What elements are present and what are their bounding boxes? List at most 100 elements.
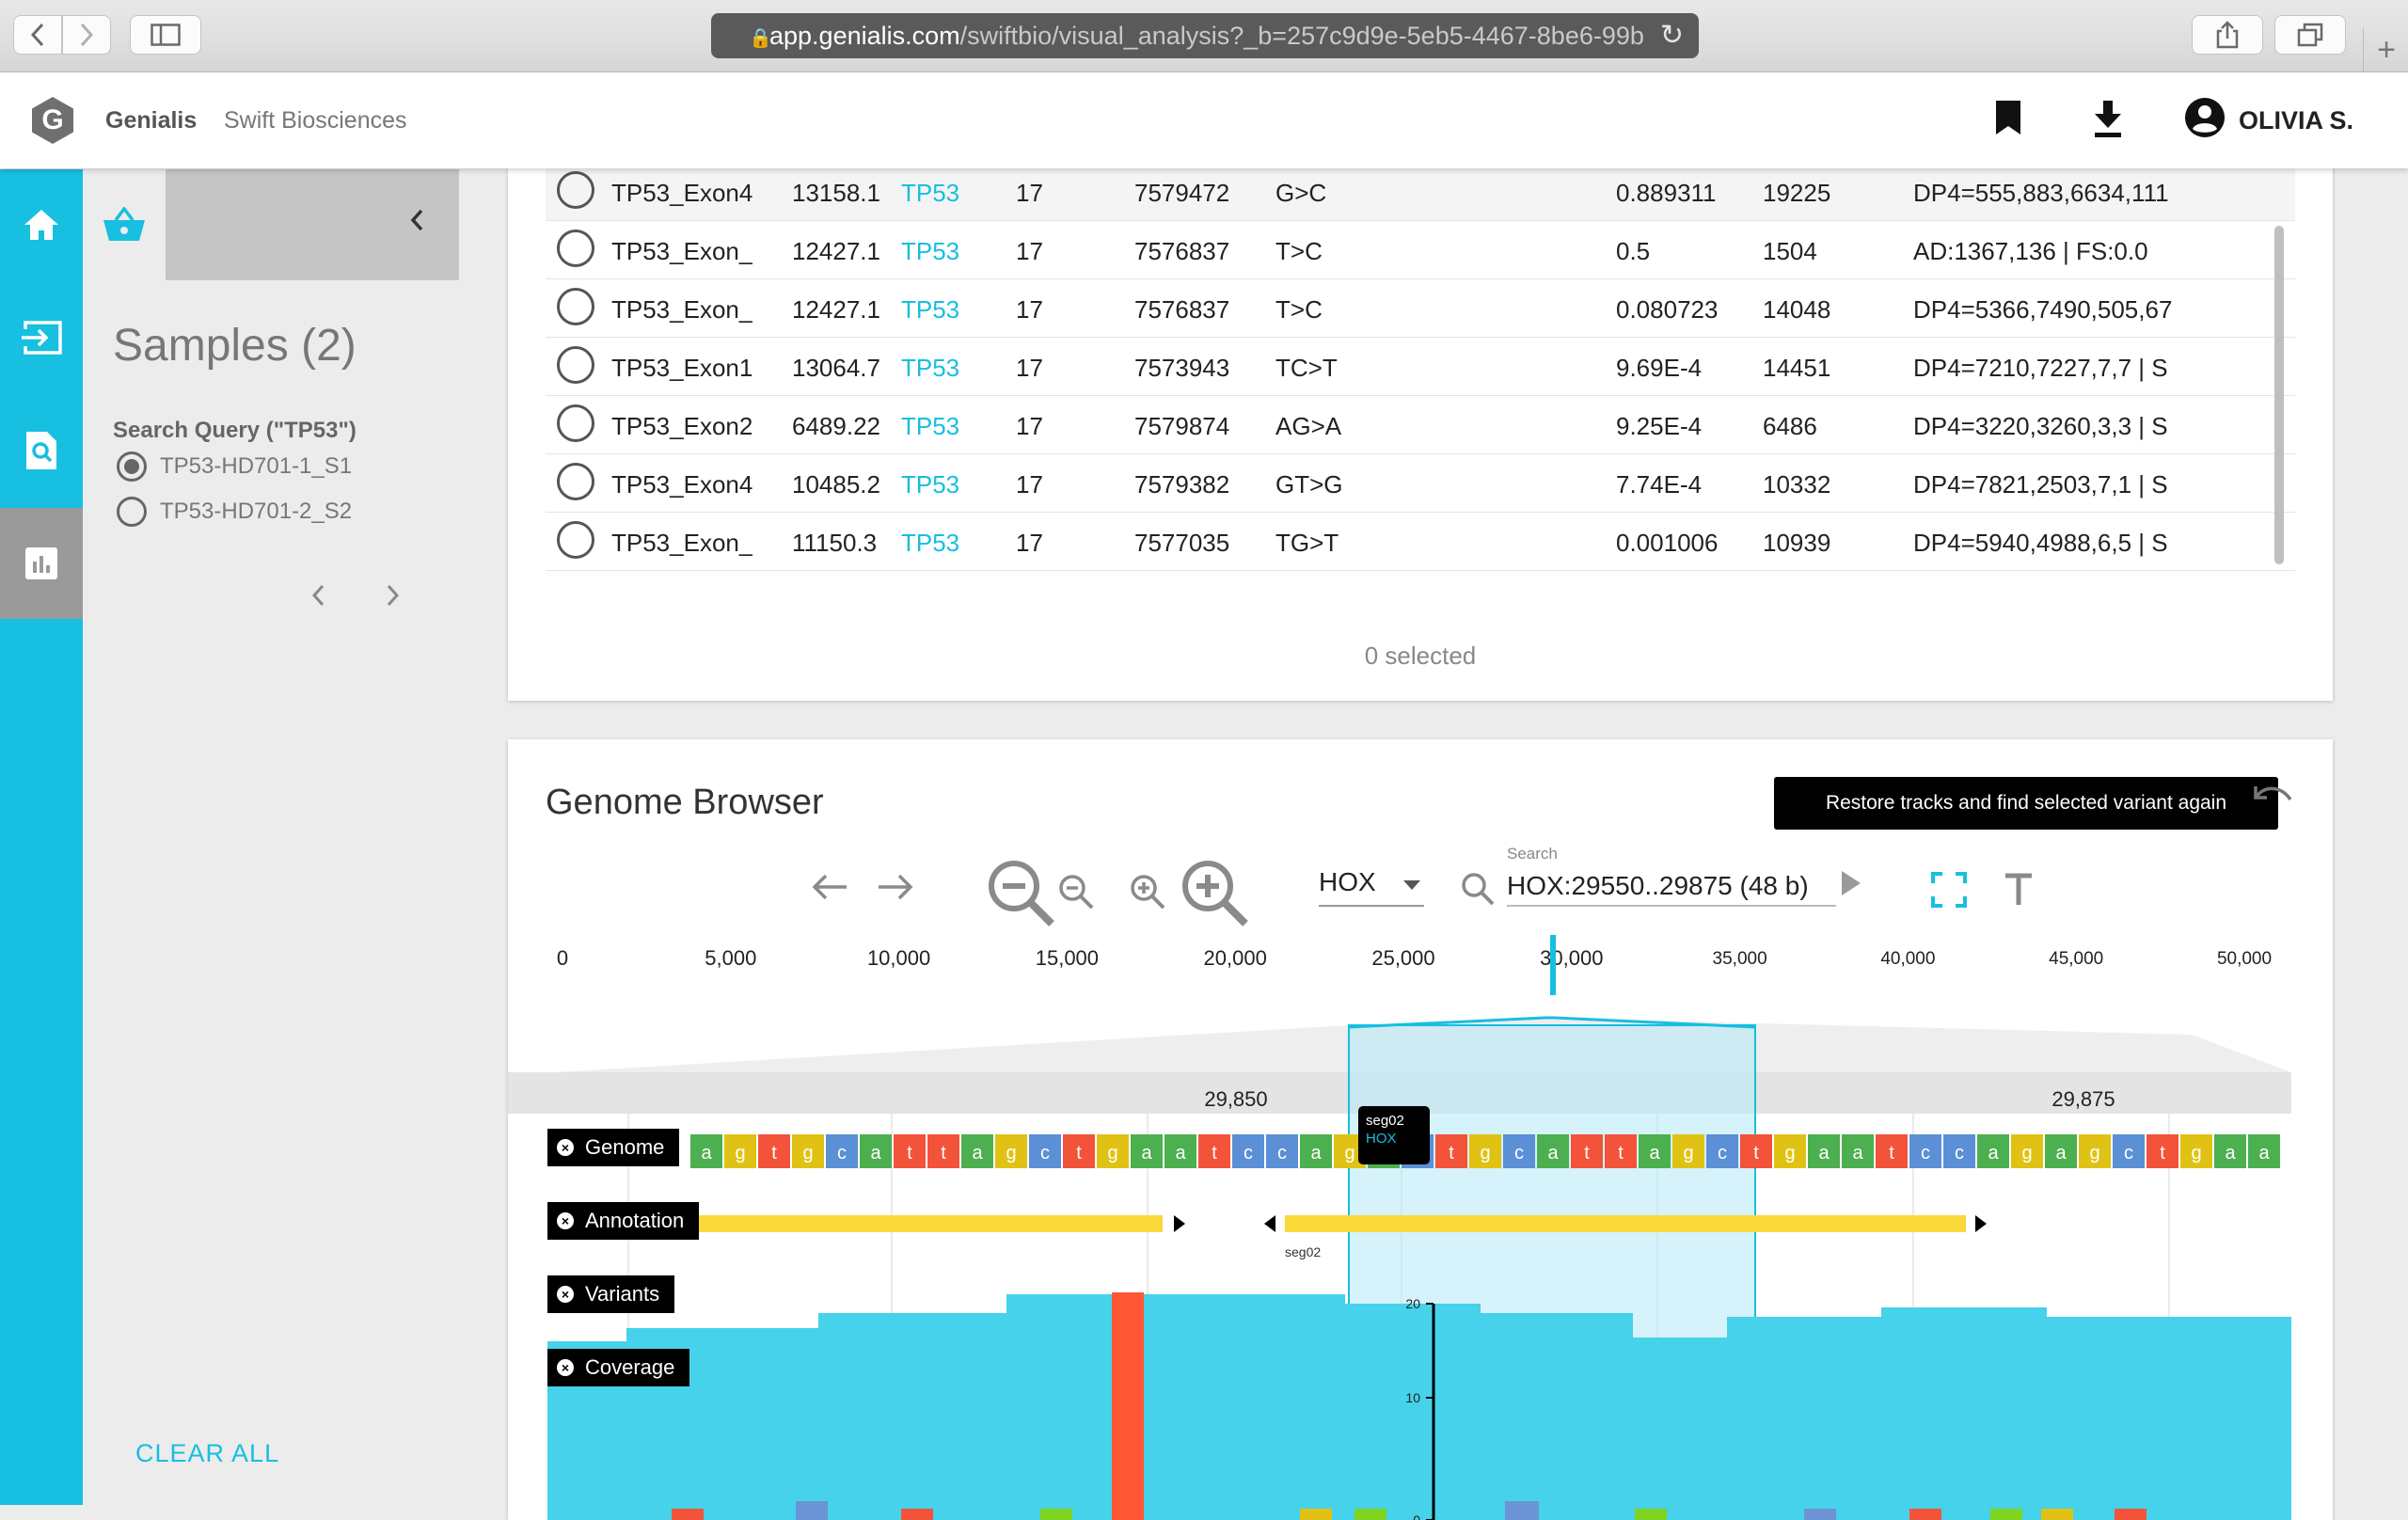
cell-gene[interactable]: TP53 — [901, 529, 960, 557]
sidebar-toggle-button[interactable] — [130, 15, 201, 55]
text-size-icon[interactable] — [2004, 873, 2034, 911]
variant-select-radio[interactable] — [557, 171, 594, 209]
fullscreen-icon[interactable] — [1930, 871, 1968, 913]
cell-info: AD:1367,136 | FS:0.0 — [1913, 237, 2148, 265]
variant-row[interactable]: TP53_Exon10B 13064.7 TP53 17 7573943 TC>T 9.69… — [546, 337, 2295, 396]
variant-select-radio[interactable] — [557, 288, 594, 325]
variant-select-radio[interactable] — [557, 404, 594, 442]
collapse-sidebar-button[interactable] — [408, 205, 425, 242]
variant-select-radio[interactable] — [557, 346, 594, 384]
locus-search-input[interactable]: HOX:29550..29875 (48 b) — [1507, 865, 1836, 907]
zoom-in-small-icon[interactable] — [1129, 873, 1166, 915]
track-label-genome[interactable]: × Genome — [547, 1129, 680, 1166]
search-query-label: Search Query ("TP53") — [113, 418, 356, 443]
cell-af: 9.25E-4 — [1616, 412, 1703, 440]
cell-chr: 17 — [1016, 470, 1043, 499]
cell-gene[interactable]: TP53 — [901, 354, 960, 382]
close-icon[interactable]: × — [557, 1286, 574, 1303]
url-bar[interactable]: 🔒 app.genialis.com/swiftbio/visual_analy… — [711, 13, 1699, 58]
prev-page-button[interactable] — [310, 579, 325, 616]
genialis-logo[interactable]: G — [32, 97, 73, 144]
nav-search[interactable] — [0, 408, 83, 493]
cell-gene[interactable]: TP53 — [901, 295, 960, 324]
sequence-base-letter: c — [1718, 1143, 1727, 1164]
variant-select-radio[interactable] — [557, 521, 594, 559]
track-label-coverage[interactable]: × Coverage — [547, 1349, 690, 1386]
cell-chr: 17 — [1016, 412, 1043, 440]
brand-name[interactable]: Genialis — [105, 107, 198, 134]
sequence-base-letter: t — [1889, 1143, 1894, 1164]
organization-name[interactable]: Swift Biosciences — [224, 107, 407, 134]
sequence-base — [1435, 1134, 1467, 1168]
next-page-button[interactable] — [386, 579, 401, 616]
variant-row[interactable]: TP53_Exon_9a_B 12427.1 TP53 17 7576837 T>C 0.0… — [546, 278, 2295, 338]
cell-change: G>C — [1275, 179, 1327, 207]
sample-item-2[interactable]: TP53-HD701-2_S2 — [117, 497, 352, 527]
sample-radio[interactable] — [117, 451, 147, 482]
nav-visual-analysis[interactable] — [0, 508, 83, 619]
sidebar-header — [166, 169, 459, 280]
sequence-base — [1943, 1134, 1975, 1168]
annotation-feature — [668, 1215, 1163, 1232]
variant-select-radio[interactable] — [557, 230, 594, 267]
sample-radio[interactable] — [117, 497, 147, 527]
pan-left-icon[interactable] — [811, 873, 848, 906]
chevron-left-icon — [311, 584, 325, 607]
cell-amplicon: TP53_Exon_9a_B — [611, 237, 752, 265]
coverage-mismatch-marker — [1635, 1509, 1667, 1520]
variant-row[interactable]: TP53_Exon_8_B 11150.3 TP53 17 7577035 TG>T 0.0… — [546, 512, 2295, 571]
track-label-variants[interactable]: × Variants — [547, 1275, 675, 1313]
app-header: G Genialis Swift Biosciences OLIVIA S. — [0, 72, 2408, 168]
sequence-base — [2079, 1134, 2111, 1168]
cell-gene[interactable]: TP53 — [901, 237, 960, 265]
close-icon[interactable]: × — [557, 1359, 574, 1376]
go-button[interactable] — [1842, 871, 1861, 895]
reload-icon[interactable]: ↻ — [1659, 20, 1684, 51]
table-scrollbar[interactable] — [2274, 226, 2284, 564]
sequence-base-letter: a — [1649, 1143, 1660, 1164]
share-button[interactable] — [2192, 15, 2263, 55]
clear-all-button[interactable]: CLEAR ALL — [135, 1439, 280, 1467]
undo-icon[interactable] — [2252, 781, 2293, 817]
cell-gene[interactable]: TP53 — [901, 179, 960, 207]
cell-qual: 6489.22 — [792, 412, 880, 440]
back-button[interactable] — [13, 15, 62, 55]
nav-home[interactable] — [0, 182, 83, 267]
bookmark-icon[interactable] — [1994, 99, 2022, 141]
cell-gene[interactable]: TP53 — [901, 470, 960, 499]
close-icon[interactable]: × — [557, 1139, 574, 1156]
new-tab-button[interactable]: + — [2363, 28, 2408, 71]
cell-dp: 6486 — [1763, 412, 1817, 440]
tracks-canvas[interactable]: 29,850 29,875 a g t g c a t t a g c t g a a t c c a g a c t g c a t t… — [508, 993, 2333, 1520]
sample-item-1[interactable]: TP53-HD701-1_S1 — [117, 451, 352, 482]
forward-button[interactable] — [62, 15, 111, 55]
zoom-out-large-icon[interactable] — [986, 858, 1057, 934]
download-icon[interactable] — [2092, 99, 2124, 143]
chromosome-select[interactable]: HOX — [1319, 867, 1424, 907]
variant-row[interactable]: TP53_Exon4C 10485.2 TP53 17 7579382 GT>G 7.74E… — [546, 453, 2295, 513]
zoom-in-large-icon[interactable] — [1180, 858, 1251, 934]
coverage-bar — [1881, 1307, 2047, 1520]
variant-row[interactable]: TP53_Exon2_R 6489.22 TP53 17 7579874 AG>A 9.25… — [546, 395, 2295, 454]
zoom-out-small-icon[interactable] — [1057, 873, 1095, 915]
sequence-base-letter: g — [2191, 1143, 2201, 1164]
variant-row[interactable]: TP53_Exon_9a_B 12427.1 TP53 17 7576837 T>C 0.5… — [546, 220, 2295, 279]
coverage-bar — [1006, 1294, 1345, 1520]
variant-select-radio[interactable] — [557, 463, 594, 500]
nav-import[interactable] — [0, 295, 83, 380]
pan-right-icon[interactable] — [877, 873, 914, 906]
cell-gene[interactable]: TP53 — [901, 412, 960, 440]
sequence-base-letter: a — [1818, 1143, 1830, 1164]
user-name[interactable]: OLIVIA S. — [2239, 106, 2354, 135]
sequence-base — [758, 1134, 790, 1168]
sequence-base — [1029, 1134, 1061, 1168]
account-icon[interactable] — [2184, 97, 2226, 143]
variant-row[interactable]: TP53_Exon4B 13158.1 TP53 17 7579472 G>C 0.8893… — [546, 162, 2295, 221]
track-label-annotation[interactable]: × Annotation — [547, 1202, 700, 1240]
basket-tab[interactable] — [83, 169, 166, 280]
sequence-base-letter: a — [2055, 1143, 2067, 1164]
tabs-button[interactable] — [2274, 15, 2346, 55]
cell-info: DP4=3220,3260,3,3 | S — [1913, 412, 2168, 440]
close-icon[interactable]: × — [557, 1212, 574, 1229]
chromosome-ruler[interactable]: 0 5,000 10,000 15,000 20,000 25,000 30,000 35,0… — [508, 935, 2333, 1003]
